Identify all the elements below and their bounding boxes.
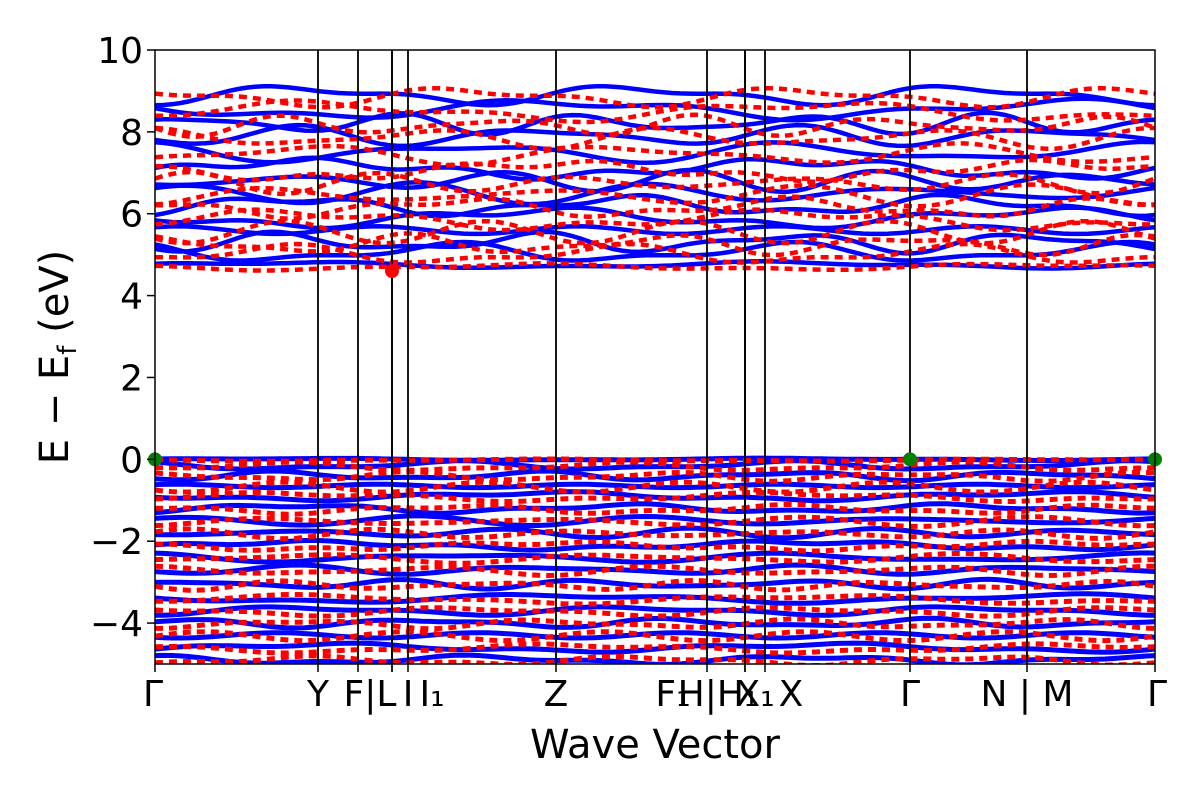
valence-band-line bbox=[155, 481, 1155, 491]
valence-band-line bbox=[155, 513, 1155, 528]
y-tick-label: 4 bbox=[120, 277, 143, 318]
conduction-band-line bbox=[155, 194, 1155, 221]
valence-band-line bbox=[155, 550, 1155, 565]
y-tick-label: 0 bbox=[120, 440, 143, 481]
conduction-band-line bbox=[155, 157, 1155, 184]
conduction-band-line bbox=[155, 84, 1155, 108]
conduction-band-line bbox=[155, 139, 1155, 166]
valence-band-line bbox=[155, 501, 1155, 516]
valence-band-line bbox=[155, 615, 1155, 631]
y-tick-label: 2 bbox=[120, 358, 143, 399]
conduction-band-line bbox=[155, 180, 1155, 207]
conduction-band-line bbox=[155, 239, 1155, 263]
y-tick-label: 6 bbox=[120, 195, 143, 236]
conduction-band-line bbox=[155, 122, 1155, 149]
conduction-band-line bbox=[155, 182, 1155, 209]
valence-band-line bbox=[155, 604, 1155, 618]
plot-frame bbox=[154, 49, 1156, 665]
conduction-band-line bbox=[155, 218, 1155, 246]
valence-band-line bbox=[155, 537, 1155, 553]
conduction-band-line bbox=[155, 141, 1155, 168]
y-axis-label: E − Ef (eV) bbox=[32, 250, 83, 465]
conduction-band-line bbox=[155, 261, 1155, 273]
valence-band-line bbox=[155, 468, 1155, 484]
x-tick-label: X bbox=[779, 674, 804, 715]
valence-band-line bbox=[155, 562, 1155, 577]
conduction-band-line bbox=[155, 125, 1155, 152]
conduction-band-line bbox=[155, 169, 1155, 197]
x-tick-label: Γ bbox=[1147, 674, 1167, 715]
valence-band-line bbox=[155, 630, 1155, 641]
x-tick-label: N | M bbox=[980, 674, 1073, 715]
band-lines bbox=[155, 84, 1155, 664]
y-tick-label: 8 bbox=[120, 113, 143, 154]
conduction-band-line bbox=[155, 112, 1155, 139]
y-axis-label-main: E − E bbox=[32, 355, 78, 465]
x-tick-label: Γ bbox=[143, 674, 163, 715]
vbm-marker bbox=[903, 452, 917, 467]
y-axis-label-sub: f bbox=[53, 345, 83, 355]
x-tick-label: Y bbox=[306, 674, 330, 715]
conduction-band-line bbox=[155, 229, 1155, 256]
x-tick-label: F|L bbox=[344, 674, 397, 715]
x-tick-label: Γ bbox=[900, 674, 920, 715]
conduction-band-line bbox=[155, 86, 1155, 110]
y-axis-ticks: −4 −2 0 2 4 6 8 10 bbox=[90, 31, 155, 645]
conduction-band-line bbox=[155, 167, 1155, 195]
valence-band-line bbox=[155, 591, 1155, 606]
valence-band-line bbox=[155, 458, 1155, 472]
valence-band-line bbox=[155, 640, 1155, 655]
x-tick-label: I₁ bbox=[419, 674, 444, 715]
y-axis-label-unit: (eV) bbox=[32, 250, 78, 346]
conduction-band-line bbox=[155, 207, 1155, 233]
x-tick-label: F₁ bbox=[655, 674, 690, 715]
y-tick-label: 10 bbox=[97, 31, 143, 72]
valence-band-line bbox=[155, 525, 1155, 541]
valence-band-line bbox=[155, 456, 1155, 464]
valence-band-line bbox=[155, 576, 1155, 592]
conduction-band-line bbox=[155, 224, 1155, 237]
y-tick-label: −4 bbox=[90, 604, 143, 645]
valence-band-line bbox=[155, 489, 1155, 504]
cbm-marker bbox=[385, 264, 399, 279]
conduction-band-line bbox=[155, 259, 1155, 271]
band-edge-markers bbox=[148, 264, 1162, 467]
x-tick-label: H|H₁ bbox=[678, 674, 759, 715]
valence-band-line bbox=[155, 455, 1155, 463]
x-tick-label: Z bbox=[544, 674, 569, 715]
x-tick-label: I bbox=[403, 674, 414, 715]
y-tick-label: −2 bbox=[90, 522, 143, 563]
x-axis-label: Wave Vector bbox=[530, 722, 781, 768]
x-tick-label: X₁ bbox=[735, 674, 774, 715]
high-symmetry-lines bbox=[317, 50, 1028, 664]
